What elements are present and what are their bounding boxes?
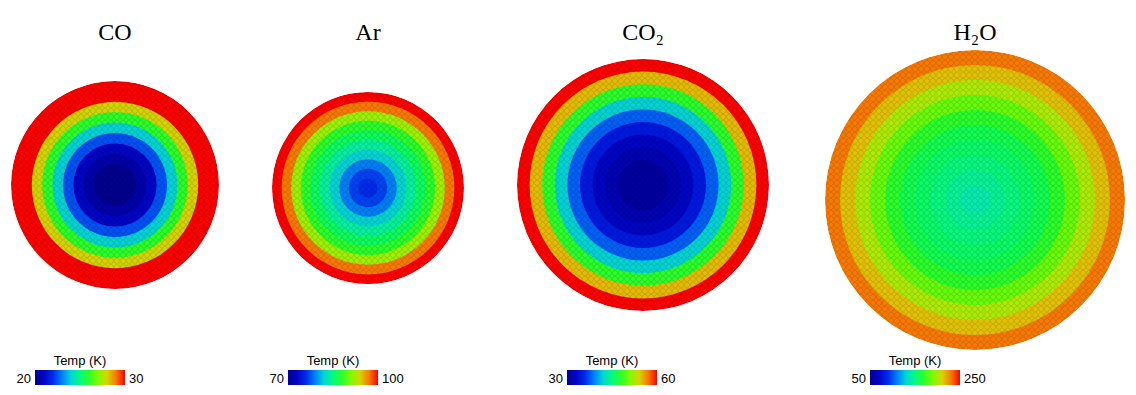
cluster — [825, 50, 1125, 350]
colorbar: Temp (K) 20 30 — [17, 353, 144, 386]
colorbar-tick-label: 70 — [270, 371, 284, 386]
colorbar-tick-label: 100 — [382, 371, 404, 386]
panel: CO Temp (K) 20 30 — [11, 19, 219, 386]
colorbar: Temp (K) 70 100 — [270, 353, 404, 386]
colorbar-tick-label: 30 — [549, 371, 563, 386]
colorbar-gradient — [288, 370, 378, 385]
temperature-shell — [11, 81, 219, 289]
particle-texture — [517, 59, 769, 311]
panel-title: Ar — [355, 19, 380, 45]
figure: CO Temp (K) 20 30 Ar Temp (K) 70 100 CO₂ Temp (K)… — [0, 0, 1136, 395]
particle-texture — [272, 92, 464, 284]
temperature-shell — [517, 59, 769, 311]
colorbar-title: Temp (K) — [307, 353, 360, 368]
panel: CO₂ Temp (K) 30 60 — [517, 19, 769, 386]
temperature-shell — [825, 50, 1125, 350]
colorbar-title: Temp (K) — [54, 353, 107, 368]
temperature-shell — [272, 92, 464, 284]
cluster — [272, 92, 464, 284]
panel: H₂O Temp (K) 50 250 — [825, 19, 1125, 386]
colorbar-tick-label: 30 — [129, 371, 143, 386]
colorbar-tick-label: 60 — [661, 371, 675, 386]
panel-title: CO₂ — [622, 19, 664, 45]
particle-texture — [825, 50, 1125, 350]
cluster — [11, 81, 219, 289]
colorbar-tick-label: 20 — [17, 371, 31, 386]
panel: Ar Temp (K) 70 100 — [270, 19, 464, 386]
colorbar-tick-label: 250 — [964, 371, 986, 386]
colorbar-title: Temp (K) — [889, 353, 942, 368]
cluster — [517, 59, 769, 311]
colorbar-title: Temp (K) — [586, 353, 639, 368]
particle-texture — [11, 81, 219, 289]
colorbar-tick-label: 50 — [852, 371, 866, 386]
colorbar-gradient — [870, 370, 960, 385]
colorbar: Temp (K) 30 60 — [549, 353, 676, 386]
panel-title: CO — [98, 19, 131, 45]
panel-title: H₂O — [953, 19, 996, 45]
colorbar: Temp (K) 50 250 — [852, 353, 986, 386]
colorbar-gradient — [567, 370, 657, 385]
colorbar-gradient — [35, 370, 125, 385]
